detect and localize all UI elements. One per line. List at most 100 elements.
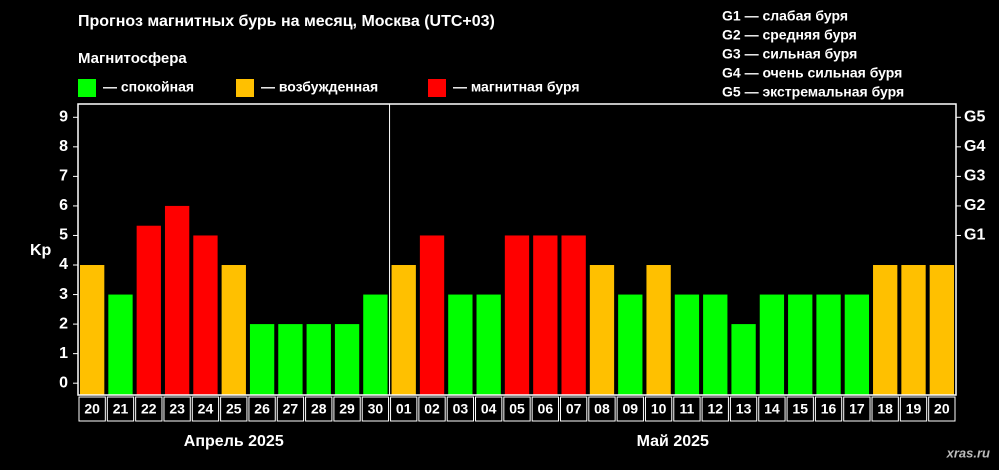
bar [221, 265, 246, 395]
scale-legend-item: G3 — сильная буря [722, 46, 857, 62]
bar [618, 294, 643, 395]
bar [901, 265, 926, 395]
x-tick-label: 05 [509, 401, 525, 417]
y2-tick-label: G1 [964, 227, 985, 244]
bar [504, 235, 530, 395]
bar [533, 235, 558, 395]
bar [278, 324, 303, 395]
bar [334, 324, 360, 395]
day-cell [333, 396, 361, 422]
day-cell [390, 396, 418, 422]
day-cell [78, 396, 106, 422]
x-tick-label: 16 [821, 401, 837, 417]
group-label: Апрель 2025 [184, 433, 284, 450]
y-tick-label: 2 [59, 315, 68, 332]
bar [164, 205, 190, 395]
bar [844, 294, 870, 395]
day-cell [475, 396, 503, 422]
bar [873, 265, 898, 395]
x-tick-label: 20 [84, 401, 100, 417]
day-cell [758, 396, 786, 422]
bar [391, 265, 416, 395]
y-tick-label: 4 [59, 256, 68, 273]
y-tick-label: 8 [59, 138, 68, 155]
bar [759, 294, 785, 395]
x-tick-label: 03 [453, 401, 469, 417]
day-cell [701, 396, 729, 422]
y-tick-label: 3 [59, 286, 68, 303]
bar [929, 265, 954, 395]
bar [193, 235, 218, 395]
x-tick-label: 15 [792, 401, 808, 417]
legend-swatch [428, 79, 446, 97]
day-cell [814, 396, 843, 422]
x-tick-label: 30 [368, 401, 384, 417]
x-tick-label: 21 [113, 401, 129, 417]
y2-tick-label: G4 [964, 138, 985, 155]
scale-legend-item: G4 — очень сильная буря [722, 65, 902, 81]
day-cell [418, 396, 446, 422]
bar [249, 324, 275, 395]
day-cell [163, 396, 191, 422]
x-tick-label: 28 [311, 401, 327, 417]
bar [731, 324, 756, 395]
bar [561, 235, 586, 395]
day-cell [559, 396, 588, 422]
x-tick-label: 06 [538, 401, 554, 417]
day-cell [899, 396, 928, 422]
day-cell [616, 396, 644, 422]
scale-legend-item: G1 — слабая буря [722, 8, 848, 24]
y-tick-label: 6 [59, 197, 68, 214]
y-tick-label: 1 [59, 345, 68, 362]
x-tick-label: 09 [623, 401, 639, 417]
day-cell [928, 396, 956, 422]
bar [589, 265, 615, 395]
day-cell [248, 396, 276, 422]
x-tick-label: 23 [169, 401, 185, 417]
day-cell [531, 396, 559, 422]
x-tick-label: 10 [651, 401, 667, 417]
plot-frame [77, 103, 957, 396]
day-cell [871, 396, 899, 422]
x-tick-label: 02 [424, 401, 440, 417]
x-tick-label: 19 [906, 401, 922, 417]
bar [80, 265, 105, 395]
x-tick-label: 14 [764, 401, 780, 417]
bar [306, 324, 331, 395]
x-tick-label: 24 [198, 401, 214, 417]
legend-swatch [78, 79, 96, 97]
x-tick-label: 08 [594, 401, 610, 417]
bar [419, 235, 445, 395]
y-tick-label: 0 [59, 374, 68, 391]
legend-swatch [236, 79, 254, 97]
y2-tick-label: G5 [964, 109, 985, 126]
x-tick-label: 22 [141, 401, 157, 417]
bar [448, 294, 473, 395]
y2-tick-label: G3 [964, 168, 985, 185]
day-cell [644, 396, 673, 422]
day-cell [503, 396, 531, 422]
y-tick-label: 5 [59, 227, 68, 244]
bar [646, 265, 671, 395]
day-cell [673, 396, 701, 422]
scale-legend-item: G2 — средняя буря [722, 27, 857, 43]
bar [108, 294, 133, 395]
y-axis-label: Kp [30, 242, 52, 259]
day-cell [588, 396, 616, 422]
x-tick-label: 18 [877, 401, 893, 417]
day-cell [361, 396, 390, 422]
bar [136, 225, 161, 395]
y-tick-label: 7 [59, 168, 68, 185]
y-tick-label: 9 [59, 109, 68, 126]
legend-label: — магнитная буря [453, 79, 580, 95]
day-cell [446, 396, 475, 422]
x-tick-label: 01 [396, 401, 412, 417]
x-tick-label: 04 [481, 401, 497, 417]
watermark: xras.ru [946, 445, 990, 460]
day-cell [106, 396, 135, 422]
x-tick-label: 07 [566, 401, 582, 417]
bar [363, 294, 388, 395]
x-tick-label: 29 [339, 401, 355, 417]
day-cell [191, 396, 220, 422]
